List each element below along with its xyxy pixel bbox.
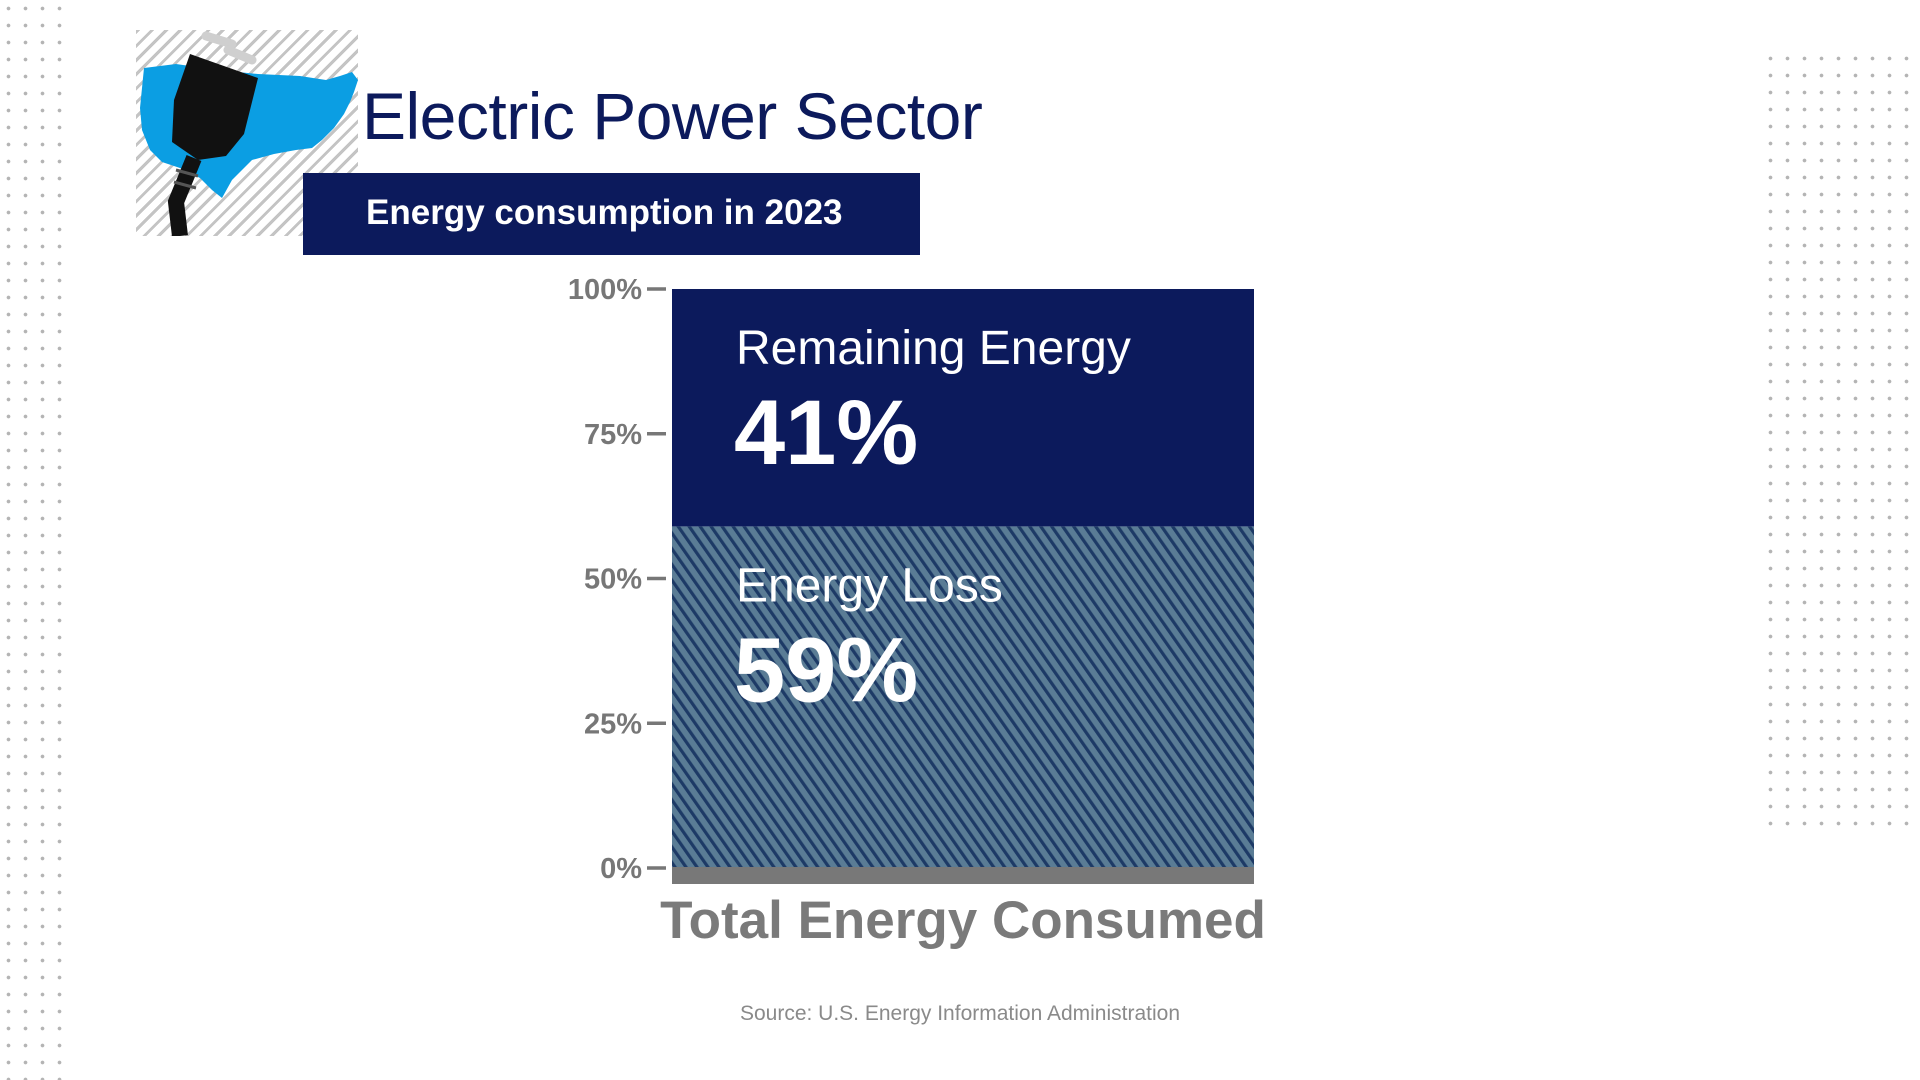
page-title: Electric Power Sector [362,79,983,153]
bar-baseline [672,867,1254,884]
bar-segment-remaining-energy [672,289,1254,527]
series-label-energy-loss: Energy Loss [736,559,1003,612]
y-tick-label: 25% [584,708,642,740]
y-tick-label: 75% [584,419,642,451]
source-note: Source: U.S. Energy Information Administ… [739,1002,1181,1025]
bars: Energy Loss 59% Remaining Energy 41% [672,289,1254,884]
y-tick-label: 100% [568,274,642,306]
data-label-remaining-energy: 41% [734,382,918,484]
data-label-energy-loss: 59% [734,619,918,721]
subtitle-banner: Energy consumption in 2023 [303,173,920,255]
y-tick-label: 0% [600,853,642,885]
dot-pattern-right [1762,50,1920,828]
subtitle: Energy consumption in 2023 [366,193,843,232]
y-axis: 0% 25% 50% 75% 100% [568,274,666,885]
dot-pattern-left [0,0,72,1080]
category-label: Total Energy Consumed [660,891,1266,950]
series-label-remaining-energy: Remaining Energy [736,322,1131,375]
y-tick-label: 50% [584,564,642,596]
bar-segment-energy-loss [672,526,1254,868]
plug-icon [167,31,258,236]
